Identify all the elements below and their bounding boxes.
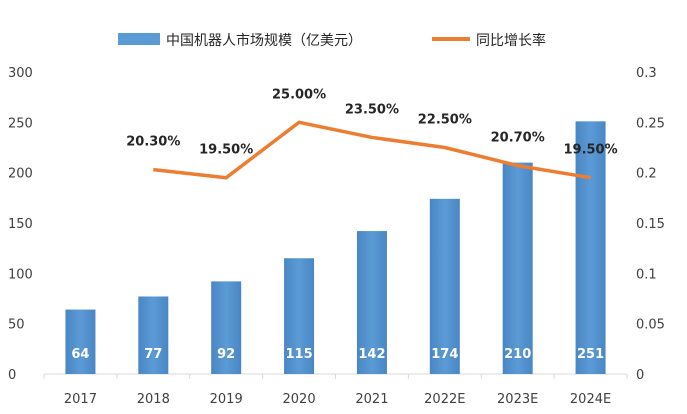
bar (284, 258, 315, 374)
bar-value-label: 77 (144, 347, 162, 362)
bar-value-label: 210 (504, 347, 531, 362)
growth-rate-label: 23.50% (345, 102, 399, 117)
y-right-tick-label: 0.15 (636, 217, 665, 232)
x-tick-label: 2018 (137, 392, 170, 407)
axes: 2017 2018 2019 2020 2021 2022E 2023E 2024E 0 50 10… (8, 66, 665, 407)
bar-labels: 64 77 92 115 142 174 210 251 (71, 347, 604, 362)
x-tick-label: 2023E (497, 392, 538, 407)
x-tick-label: 2022E (424, 392, 465, 407)
bar-value-label: 64 (71, 347, 89, 362)
bar (502, 162, 533, 374)
growth-rate-label: 19.50% (199, 143, 253, 158)
bar-value-label: 142 (358, 347, 385, 362)
x-tick-label: 2021 (355, 392, 388, 407)
growth-rate-label: 25.00% (272, 87, 326, 102)
growth-line-group (153, 120, 591, 180)
bar (575, 121, 606, 375)
y-right-tick-label: 0.2 (636, 167, 657, 182)
growth-rate-label: 20.30% (126, 135, 180, 150)
y-left-tick-label: 50 (8, 318, 25, 333)
growth-rate-label: 20.70% (491, 131, 545, 146)
y-right-tick-label: 0.1 (636, 267, 657, 282)
bar-value-label: 251 (577, 347, 604, 362)
bars (65, 121, 606, 375)
bar (65, 309, 96, 374)
x-tick-label: 2019 (210, 392, 243, 407)
y-left-tick-label: 250 (8, 116, 33, 131)
x-tick-label: 2017 (64, 392, 97, 407)
x-tick-label: 2024E (570, 392, 611, 407)
rate-labels: 20.30% 19.50% 25.00% 23.50% 22.50% 20.70% 19.5… (126, 87, 617, 157)
y-left-tick-label: 300 (8, 66, 33, 81)
y-left-tick-label: 150 (8, 217, 33, 232)
bar-value-label: 92 (217, 347, 235, 362)
y-right-tick-label: 0.3 (636, 66, 657, 81)
y-left-tick-label: 200 (8, 167, 33, 182)
y-left-tick-label: 0 (8, 368, 16, 383)
y-right-tick-label: 0.25 (636, 116, 665, 131)
bar-value-label: 115 (285, 347, 312, 362)
growth-line (153, 120, 591, 180)
bar-value-label: 174 (431, 347, 458, 362)
y-left-tick-label: 100 (8, 267, 33, 282)
bar (429, 198, 460, 374)
legend-label-market-size: 中国机器人市场规模（亿美元） (166, 32, 362, 49)
y-right-tick-label: 0 (636, 368, 644, 383)
growth-rate-label: 22.50% (418, 113, 472, 128)
legend: 中国机器人市场规模（亿美元） 同比增长率 (118, 32, 546, 49)
bar (211, 281, 242, 374)
legend-label-growth-rate: 同比增长率 (476, 32, 546, 49)
bar (356, 231, 387, 374)
bar (138, 296, 169, 374)
y-right-tick-label: 0.05 (636, 318, 665, 333)
x-tick-label: 2020 (283, 392, 316, 407)
growth-rate-label: 19.50% (563, 143, 617, 158)
legend-swatch-bar (118, 33, 160, 45)
